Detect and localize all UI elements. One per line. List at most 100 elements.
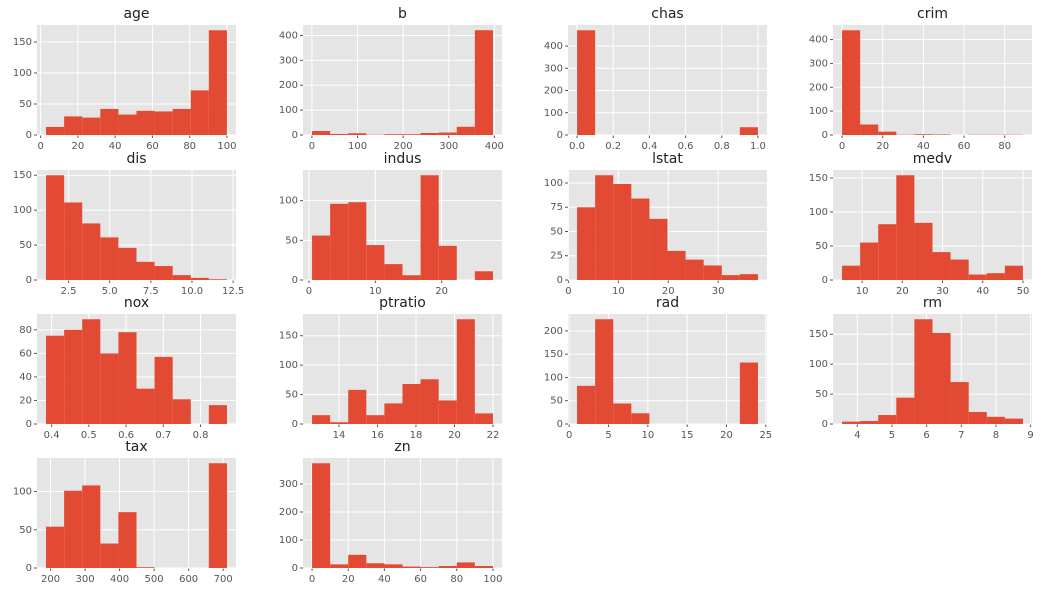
x-tick-label: 10: [612, 286, 625, 297]
y-tick-label: 0: [292, 275, 298, 286]
y-tick-label: 300: [279, 55, 298, 66]
chart-title: lstat: [652, 151, 683, 167]
x-tick-label: 10: [856, 286, 869, 297]
x-tick-label: 0.8: [193, 430, 209, 441]
y-tick-label: 0: [822, 130, 828, 141]
chart-title: tax: [125, 439, 147, 455]
bar: [82, 485, 101, 568]
bar: [595, 319, 614, 424]
subplot: 0 5 10 15 20 25 0 50 100 150 200 rad: [544, 295, 772, 441]
x-tick-label: 5: [889, 430, 895, 441]
x-tick-label: 12.5: [222, 286, 244, 297]
bar: [613, 403, 632, 424]
x-tick-label: 80: [450, 574, 463, 585]
x-tick-label: 40: [976, 286, 989, 297]
bar: [685, 259, 704, 280]
chart-title: rm: [923, 295, 942, 311]
subplot: 0 10 20 30 0 25 50 75 100 lstat: [544, 151, 767, 297]
x-tick-label: 20: [448, 430, 461, 441]
bar: [190, 90, 209, 135]
bar: [82, 319, 101, 424]
chart-title: zn: [394, 439, 410, 455]
y-tick-label: 50: [285, 390, 298, 401]
y-tick-label: 100: [279, 360, 298, 371]
x-tick-label: 4: [854, 430, 860, 441]
bar: [348, 133, 367, 135]
bar: [172, 275, 191, 280]
subplot: 2.5 5.0 7.5 10.0 12.5 0 50 100 150 dis: [13, 151, 244, 297]
x-tick-label: 50: [1017, 286, 1030, 297]
y-tick-label: 100: [279, 535, 298, 546]
bar: [46, 126, 65, 135]
y-tick-label: 150: [544, 349, 563, 360]
bar: [100, 108, 119, 135]
bar: [420, 133, 439, 135]
bar: [1004, 265, 1023, 280]
bar: [118, 512, 137, 568]
bar: [64, 202, 83, 280]
x-tick-label: 0: [839, 141, 845, 152]
subplot: 0 100 200 300 400 0 100 200 300 400 b: [279, 6, 504, 152]
subplot: 200 300 400 500 600 700 0 50 100 tax: [13, 439, 236, 585]
x-tick-label: 10.0: [181, 286, 203, 297]
bar: [312, 463, 331, 568]
chart-title: nox: [124, 295, 149, 311]
y-tick-label: 0: [557, 275, 563, 286]
bar: [384, 264, 403, 280]
bar: [878, 131, 897, 135]
bar: [631, 198, 650, 280]
bar: [968, 412, 987, 424]
bar: [330, 134, 349, 135]
y-tick-label: 100: [544, 178, 563, 189]
bar: [208, 405, 227, 424]
x-tick-label: 60: [414, 574, 427, 585]
bar: [136, 388, 155, 424]
x-tick-label: 7: [958, 430, 964, 441]
x-tick-label: 60: [146, 141, 159, 152]
y-tick-label: 100: [809, 106, 828, 117]
x-tick-label: 400: [485, 141, 504, 152]
bar: [474, 30, 493, 136]
bar: [46, 335, 65, 424]
bar: [474, 271, 493, 280]
y-tick-label: 20: [19, 395, 32, 406]
bar: [100, 237, 119, 280]
x-tick-label: 25: [759, 430, 772, 441]
y-tick-label: 150: [13, 37, 32, 48]
x-tick-label: 7.5: [143, 286, 159, 297]
x-tick-label: 18: [410, 430, 423, 441]
bar: [46, 526, 65, 568]
bar: [136, 261, 155, 280]
x-tick-label: 2.5: [61, 286, 77, 297]
y-tick-label: 300: [279, 479, 298, 490]
y-tick-label: 400: [544, 41, 563, 52]
x-tick-label: 0.6: [118, 430, 134, 441]
bar: [82, 117, 101, 135]
y-tick-label: 0: [822, 419, 828, 430]
x-tick-label: 100: [217, 141, 236, 152]
bar: [914, 319, 933, 424]
chart-title: crim: [917, 6, 948, 22]
x-tick-label: 20: [72, 141, 85, 152]
bar: [172, 399, 191, 424]
bar: [348, 389, 367, 424]
bar: [842, 265, 861, 280]
bar: [739, 362, 758, 424]
bar: [348, 202, 367, 280]
x-tick-label: 20: [896, 286, 909, 297]
bar: [330, 422, 349, 424]
bar: [348, 554, 367, 568]
bar: [968, 274, 987, 280]
x-tick-label: 0: [309, 141, 315, 152]
y-tick-label: 200: [279, 507, 298, 518]
bar: [82, 223, 101, 280]
x-tick-label: 20: [342, 574, 355, 585]
bar: [456, 562, 475, 568]
bar: [118, 332, 137, 424]
y-tick-label: 100: [13, 205, 32, 216]
chart-title: indus: [384, 151, 422, 167]
x-tick-label: 300: [76, 574, 95, 585]
y-tick-label: 200: [279, 80, 298, 91]
y-tick-label: 50: [550, 226, 563, 237]
